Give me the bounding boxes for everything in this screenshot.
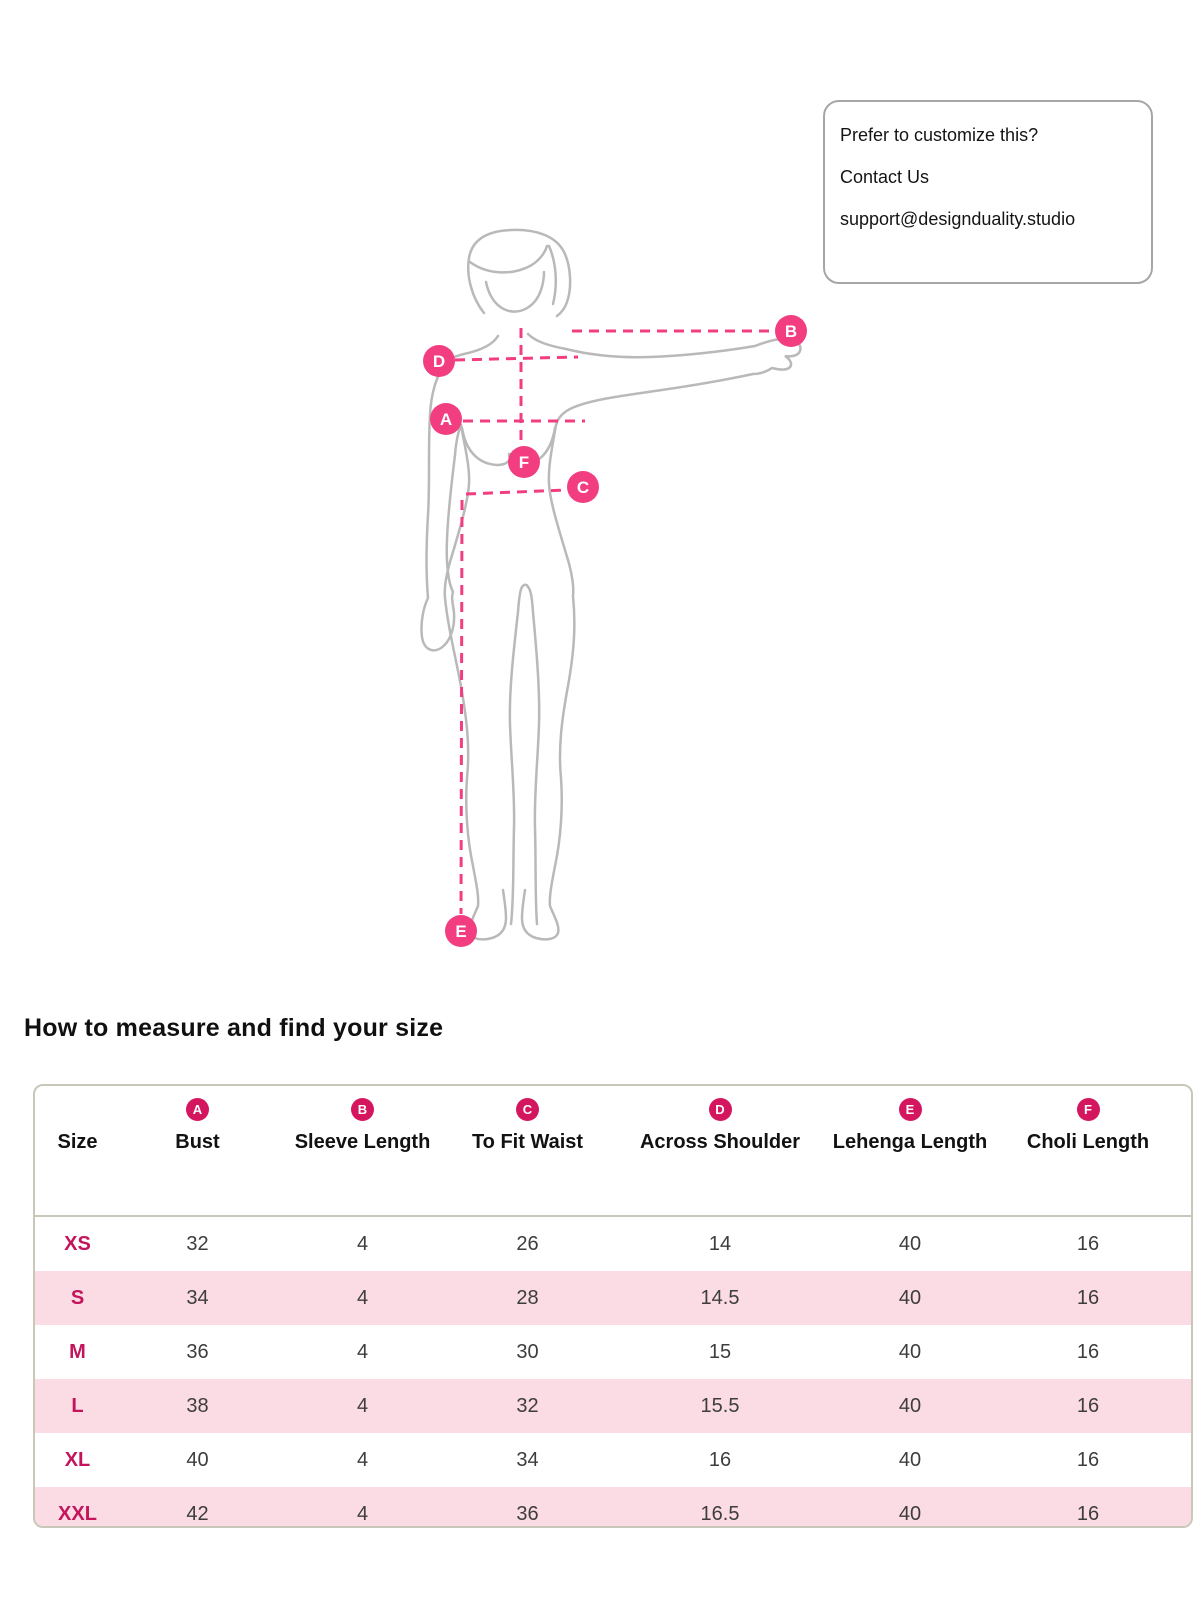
table-row-xs: XS 32 4 26 14 40 16 bbox=[35, 1216, 1191, 1271]
lehenga-length-measure-line bbox=[459, 499, 464, 915]
badge-c-icon: C bbox=[516, 1098, 539, 1121]
value-cell: 16 bbox=[1076, 1502, 1100, 1525]
size-chart: Size A Bust B Sleeve Length C To Fit Wai… bbox=[33, 1084, 1193, 1528]
marker-d: D bbox=[423, 345, 455, 377]
value-cell: 36 bbox=[186, 1340, 209, 1363]
badge-f-icon: F bbox=[1076, 1098, 1100, 1121]
value-cell: 40 bbox=[898, 1286, 922, 1309]
badge-d-icon: D bbox=[708, 1098, 732, 1121]
value-cell: 30 bbox=[516, 1340, 539, 1363]
size-cell: L bbox=[71, 1394, 84, 1417]
figure-outline bbox=[420, 228, 802, 941]
value-cell: 4 bbox=[356, 1232, 369, 1255]
value-cell: 32 bbox=[186, 1232, 209, 1255]
value-cell: 16 bbox=[1076, 1448, 1100, 1471]
value-cell: 26 bbox=[516, 1232, 539, 1255]
size-chart-table: Size A Bust B Sleeve Length C To Fit Wai… bbox=[35, 1086, 1191, 1526]
column-label: Lehenga Length bbox=[832, 1131, 988, 1153]
value-cell: 28 bbox=[516, 1286, 539, 1309]
table-row-l: L 38 4 32 15.5 40 16 bbox=[35, 1379, 1191, 1433]
table-row-xl: XL 40 4 34 16 40 16 bbox=[35, 1433, 1191, 1487]
value-cell: 15.5 bbox=[700, 1394, 740, 1417]
column-header-choli-length: F Choli Length bbox=[985, 1086, 1191, 1217]
column-header-size: Size bbox=[35, 1086, 120, 1217]
callout-contact: Contact Us bbox=[840, 167, 930, 187]
marker-c: C bbox=[567, 471, 599, 503]
marker-e: E bbox=[445, 915, 477, 947]
column-label: Across Shoulder bbox=[639, 1131, 801, 1153]
marker-d-letter: D bbox=[433, 352, 445, 371]
value-cell: 34 bbox=[516, 1448, 539, 1471]
value-cell: 4 bbox=[356, 1502, 369, 1525]
value-cell: 14 bbox=[708, 1232, 732, 1255]
value-cell: 40 bbox=[186, 1448, 209, 1471]
value-cell: 16 bbox=[1076, 1340, 1100, 1363]
badge-e-icon: E bbox=[898, 1098, 922, 1121]
value-cell: 32 bbox=[516, 1394, 539, 1417]
page-title: How to measure and find your size bbox=[24, 1014, 444, 1042]
value-cell: 16 bbox=[1076, 1394, 1100, 1417]
marker-f-letter: F bbox=[519, 453, 529, 472]
table-row-xxl: XXL 42 4 36 16.5 40 16 bbox=[35, 1487, 1191, 1526]
marker-f: F bbox=[508, 446, 540, 478]
value-cell: 40 bbox=[898, 1232, 922, 1255]
measurement-diagram: A B C D E bbox=[375, 222, 835, 967]
value-cell: 40 bbox=[898, 1340, 922, 1363]
column-header-sleeve-length: B Sleeve Length bbox=[275, 1086, 450, 1217]
column-header-to-fit-waist: C To Fit Waist bbox=[450, 1086, 605, 1217]
value-cell: 40 bbox=[898, 1502, 922, 1525]
column-label: To Fit Waist bbox=[471, 1131, 584, 1153]
size-cell: XXL bbox=[58, 1502, 97, 1525]
value-cell: 42 bbox=[186, 1502, 209, 1525]
column-label: Bust bbox=[175, 1131, 220, 1153]
column-header-bust: A Bust bbox=[120, 1086, 275, 1217]
badge-a-icon: A bbox=[186, 1098, 209, 1121]
value-cell: 16 bbox=[1076, 1286, 1100, 1309]
value-cell: 4 bbox=[356, 1394, 369, 1417]
table-row-s: S 34 4 28 14.5 40 16 bbox=[35, 1271, 1191, 1325]
column-header-lehenga-length: E Lehenga Length bbox=[832, 1086, 988, 1217]
column-label: Size bbox=[57, 1131, 98, 1153]
marker-a: A bbox=[430, 403, 462, 435]
size-cell: XS bbox=[64, 1232, 91, 1255]
marker-b: B bbox=[775, 315, 807, 347]
callout-email: support@designduality.studio bbox=[840, 209, 1076, 229]
marker-b-letter: B bbox=[785, 322, 797, 341]
value-cell: 40 bbox=[898, 1394, 922, 1417]
value-cell: 4 bbox=[356, 1448, 369, 1471]
column-label: Sleeve Length bbox=[294, 1131, 431, 1153]
column-header-across-shoulder: D Across Shoulder bbox=[605, 1086, 835, 1217]
size-cell: S bbox=[70, 1286, 85, 1309]
size-cell: XL bbox=[64, 1448, 91, 1471]
value-cell: 40 bbox=[898, 1448, 922, 1471]
value-cell: 38 bbox=[186, 1394, 209, 1417]
value-cell: 36 bbox=[516, 1502, 539, 1525]
across-shoulder-measure-line bbox=[454, 355, 579, 362]
table-row-m: M 36 4 30 15 40 16 bbox=[35, 1325, 1191, 1379]
badge-b-icon: B bbox=[351, 1098, 374, 1121]
value-cell: 15 bbox=[708, 1340, 732, 1363]
value-cell: 16 bbox=[708, 1448, 732, 1471]
value-cell: 14.5 bbox=[700, 1286, 740, 1309]
value-cell: 16.5 bbox=[700, 1502, 740, 1525]
column-label: Choli Length bbox=[1026, 1131, 1150, 1153]
value-cell: 16 bbox=[1076, 1232, 1100, 1255]
marker-a-letter: A bbox=[440, 410, 452, 429]
marker-e-letter: E bbox=[455, 922, 466, 941]
value-cell: 34 bbox=[186, 1286, 209, 1309]
body-figure-illustration: A B C D E bbox=[420, 228, 807, 947]
size-cell: M bbox=[69, 1340, 86, 1363]
header-row: Size A Bust B Sleeve Length C To Fit Wai… bbox=[35, 1086, 1191, 1217]
value-cell: 4 bbox=[356, 1286, 369, 1309]
value-cell: 4 bbox=[356, 1340, 369, 1363]
customize-callout: Prefer to customize this? Contact Us sup… bbox=[823, 100, 1153, 284]
marker-c-letter: C bbox=[577, 478, 589, 497]
callout-question: Prefer to customize this? bbox=[840, 125, 1039, 145]
